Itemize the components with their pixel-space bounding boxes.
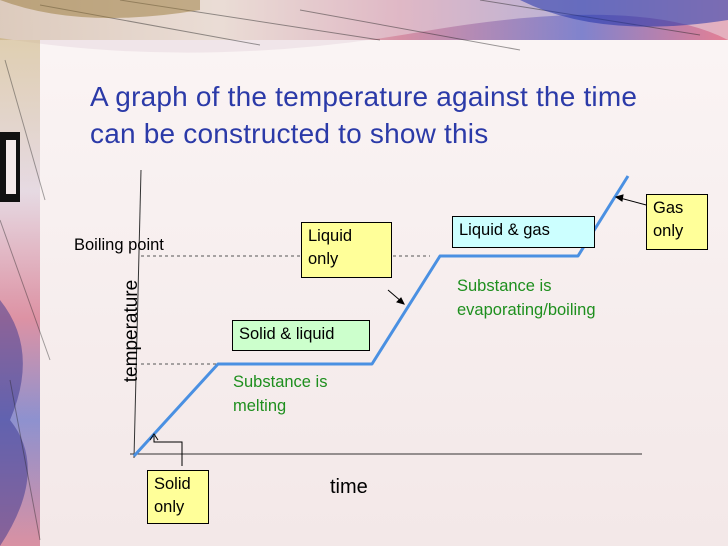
arrow-gas-only — [614, 194, 651, 207]
slide-title: A graph of the temperature against the t… — [90, 81, 638, 149]
solid-only-box: Solid only — [147, 470, 209, 524]
liquid-only-box: Liquid only — [301, 222, 392, 278]
x-axis-label: time — [330, 476, 368, 498]
decorative-banner — [0, 0, 728, 53]
decorative-left-strip — [0, 40, 51, 546]
solid-and-liquid-box: Solid & liquid — [232, 320, 370, 351]
gas-only-box: Gas only — [646, 194, 708, 250]
arrow-liquid-to-boiling — [387, 289, 405, 305]
melting-annotation: Substance is melting — [233, 373, 328, 415]
y-axis — [133, 169, 142, 459]
liquid-and-gas-box: Liquid & gas — [452, 216, 595, 248]
boiling-annotation: Substance is evaporating/boiling — [457, 277, 596, 319]
boiling-point-label: Boiling point — [74, 236, 164, 254]
arrow-solid-only — [149, 433, 183, 466]
y-axis-label: temperature — [121, 279, 142, 383]
